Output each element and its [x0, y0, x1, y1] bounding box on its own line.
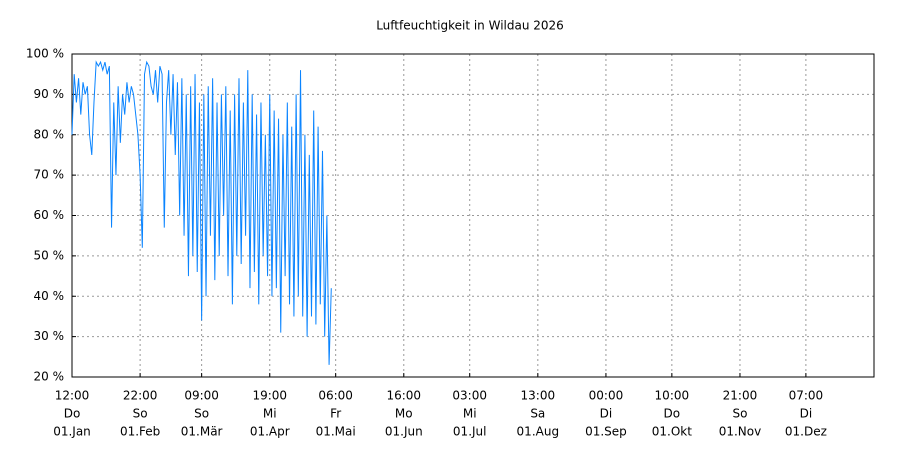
x-tick-label: 07:00: [789, 389, 824, 403]
y-tick-label: 60 %: [34, 208, 65, 222]
x-tick-label: So: [194, 407, 209, 421]
x-tick-label: 00:00: [589, 389, 624, 403]
x-tick-label: Do: [664, 407, 681, 421]
y-tick-label: 90 %: [34, 87, 65, 101]
x-tick-label: 01.Jul: [453, 425, 487, 439]
data-line: [71, 60, 332, 365]
x-tick-label: 01.Jun: [385, 425, 423, 439]
x-tick-label: 10:00: [655, 389, 690, 403]
x-tick-label: 01.Jan: [53, 425, 91, 439]
x-tick-label: So: [732, 407, 747, 421]
x-tick-label: 01.Okt: [652, 425, 692, 439]
x-tick-label: 01.Feb: [120, 425, 160, 439]
x-tick-label: 12:00: [55, 389, 90, 403]
x-tick-label: So: [133, 407, 148, 421]
x-tick-label: 01.Apr: [250, 425, 290, 439]
y-tick-label: 50 %: [34, 248, 65, 262]
x-tick-label: Mi: [263, 407, 277, 421]
y-tick-label: 20 %: [34, 370, 65, 384]
x-tick-label: 22:00: [123, 389, 158, 403]
plot-frame: [71, 53, 875, 378]
y-tick-label: 70 %: [34, 168, 65, 182]
x-tick-label: 01.Mai: [316, 425, 356, 439]
x-tick-label: Di: [600, 407, 613, 421]
x-tick-label: Mo: [395, 407, 413, 421]
x-tick-label: 16:00: [386, 389, 421, 403]
x-tick-label: 21:00: [723, 389, 758, 403]
y-tick-label: 30 %: [34, 329, 65, 343]
x-tick-label: Sa: [530, 407, 545, 421]
x-tick-label: 01.Sep: [585, 425, 627, 439]
y-tick-label: 80 %: [34, 127, 65, 141]
x-tick-label: 01.Aug: [517, 425, 560, 439]
x-tick-label: 01.Dez: [785, 425, 827, 439]
x-tick-label: 03:00: [452, 389, 487, 403]
x-tick-label: Do: [64, 407, 81, 421]
x-tick-label: 09:00: [184, 389, 219, 403]
chart-title: Luftfeuchtigkeit in Wildau 2026: [376, 19, 564, 33]
x-tick-label: 13:00: [521, 389, 556, 403]
y-tick-label: 100 %: [26, 47, 64, 61]
x-tick-label: 01.Nov: [719, 425, 762, 439]
y-tick-label: 40 %: [34, 289, 65, 303]
x-tick-label: 06:00: [318, 389, 353, 403]
x-tick-label: 19:00: [252, 389, 287, 403]
x-tick-label: Fr: [330, 407, 341, 421]
x-tick-label: 01.Mär: [181, 425, 223, 439]
x-tick-label: Mi: [463, 407, 477, 421]
x-tick-label: Di: [800, 407, 813, 421]
